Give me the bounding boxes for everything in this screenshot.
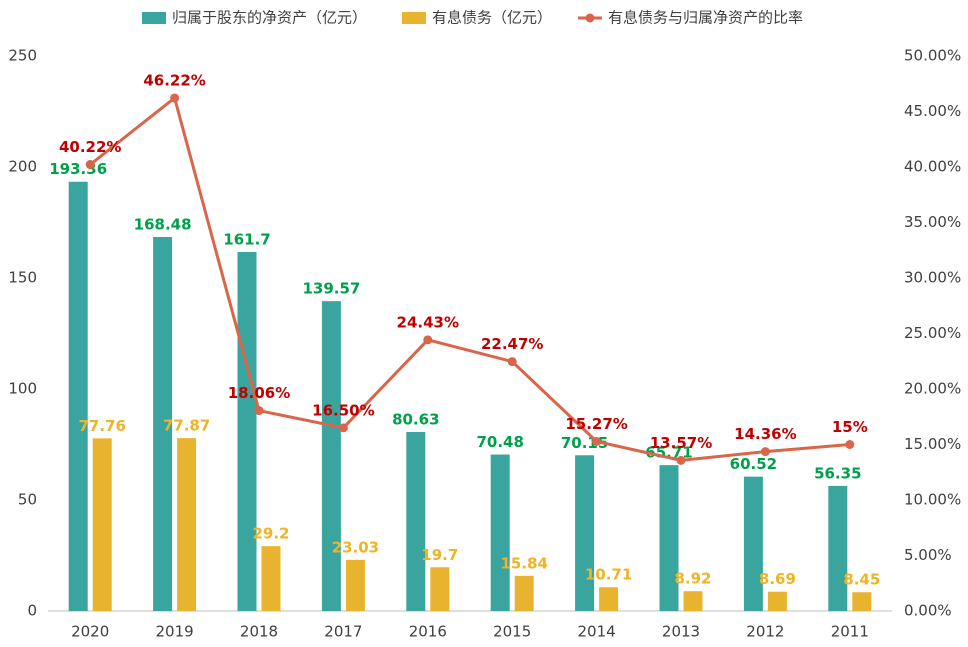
data-label: 168.48 <box>134 215 192 233</box>
legend-label: 有息债务（亿元） <box>432 9 552 27</box>
line-point <box>423 335 433 345</box>
y2-tick-label: 45.00% <box>904 102 961 120</box>
data-label: 56.35 <box>814 464 861 482</box>
data-label: 8.45 <box>843 571 880 589</box>
y-tick-label: 100 <box>8 380 37 398</box>
y-tick-label: 50 <box>18 491 37 509</box>
legend-swatch <box>142 12 166 24</box>
line-point <box>254 406 264 416</box>
line-point <box>760 447 770 457</box>
bar <box>321 301 341 611</box>
y-tick-label: 0 <box>27 602 37 620</box>
bar <box>575 455 595 611</box>
y-tick-label: 200 <box>8 158 37 176</box>
data-label: 46.22% <box>143 71 205 89</box>
y-tick-label: 250 <box>8 47 37 65</box>
data-label: 40.22% <box>59 138 121 156</box>
line <box>89 95 850 462</box>
line-point <box>338 423 348 433</box>
data-label: 13.57% <box>650 434 712 452</box>
data-label: 16.50% <box>312 401 374 419</box>
bar <box>430 567 450 611</box>
bar <box>659 465 679 611</box>
bar <box>599 587 619 611</box>
legend-swatch <box>585 13 595 23</box>
data-label: 80.63 <box>392 411 439 429</box>
legend-label: 有息债务与归属净资产的比率 <box>608 9 803 27</box>
legend-label: 归属于股东的净资产（亿元） <box>172 9 367 27</box>
data-label: 8.92 <box>674 570 711 588</box>
bar <box>683 591 703 611</box>
bar <box>261 546 281 611</box>
y2-tick-label: 40.00% <box>904 158 961 176</box>
y2-tick-label: 20.00% <box>904 380 961 398</box>
bar <box>92 438 112 611</box>
data-label: 22.47% <box>481 335 543 353</box>
data-label: 24.43% <box>397 313 459 331</box>
bar <box>406 432 426 611</box>
bar <box>237 252 257 611</box>
x-tick-label: 2018 <box>240 623 278 641</box>
bar <box>743 476 763 611</box>
y-tick-label: 150 <box>8 269 37 287</box>
y2-tick-label: 0.00% <box>904 602 952 620</box>
bar <box>514 575 534 611</box>
data-label: 161.7 <box>223 231 270 249</box>
x-tick-label: 2012 <box>746 623 784 641</box>
line-point <box>507 357 517 367</box>
legend-swatch <box>402 12 426 24</box>
bar <box>828 485 848 611</box>
data-label: 15.27% <box>565 415 627 433</box>
x-tick-label: 2020 <box>71 623 109 641</box>
y2-tick-label: 5.00% <box>904 546 952 564</box>
x-tick-label: 2016 <box>409 623 447 641</box>
bar <box>177 438 197 611</box>
line-point <box>170 93 180 103</box>
x-tick-label: 2014 <box>578 623 616 641</box>
bar <box>767 591 787 611</box>
y2-tick-label: 15.00% <box>904 435 961 453</box>
bar <box>345 559 365 611</box>
data-label: 23.03 <box>332 538 379 556</box>
line-point <box>85 160 95 170</box>
line-point <box>676 455 686 465</box>
data-label: 19.7 <box>421 546 458 564</box>
line-point <box>592 437 602 447</box>
y2-tick-label: 25.00% <box>904 324 961 342</box>
x-tick-label: 2015 <box>493 623 531 641</box>
data-label: 60.52 <box>730 455 777 473</box>
bar <box>852 592 872 611</box>
data-label: 10.71 <box>585 566 632 584</box>
y2-tick-label: 50.00% <box>904 47 961 65</box>
data-label: 18.06% <box>228 384 290 402</box>
data-label: 15% <box>832 418 868 436</box>
data-label: 29.2 <box>252 525 289 543</box>
line-point <box>845 440 855 449</box>
data-label: 193.36 <box>49 160 107 178</box>
data-label: 8.69 <box>759 570 796 588</box>
x-tick-label: 2013 <box>662 623 700 641</box>
x-tick-label: 2017 <box>324 623 362 641</box>
bar <box>68 181 88 612</box>
data-label: 139.57 <box>302 280 360 298</box>
x-tick-label: 2011 <box>831 623 869 641</box>
data-label: 77.76 <box>78 417 125 435</box>
bar <box>153 236 173 611</box>
y2-tick-label: 30.00% <box>904 269 961 287</box>
data-label: 15.84 <box>500 554 547 572</box>
y2-tick-label: 10.00% <box>904 491 961 509</box>
x-tick-label: 2019 <box>156 623 194 641</box>
y2-tick-label: 35.00% <box>904 213 961 231</box>
data-label: 70.48 <box>476 433 523 451</box>
data-label: 14.36% <box>734 425 796 443</box>
bar <box>490 454 510 611</box>
data-label: 77.87 <box>163 417 210 435</box>
